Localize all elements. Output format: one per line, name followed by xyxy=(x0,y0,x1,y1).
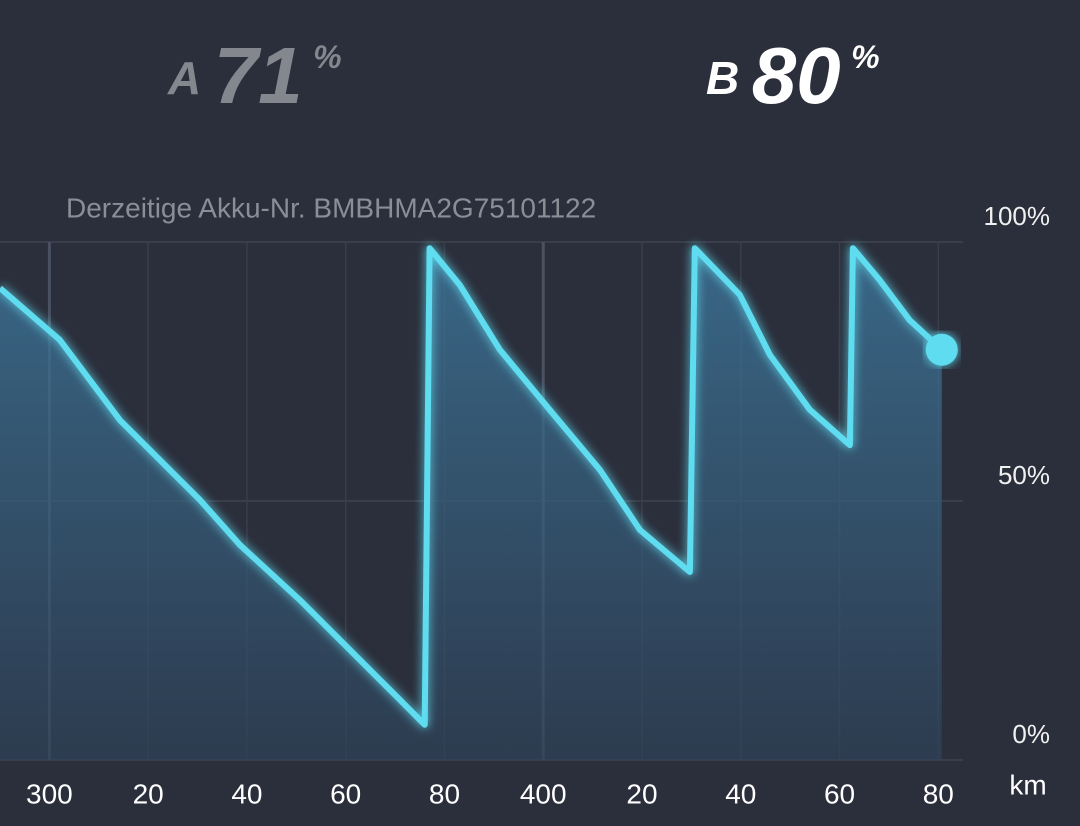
x-tick-label: 60 xyxy=(824,778,855,809)
battery-b-label: B xyxy=(706,52,739,104)
x-tick-label: 20 xyxy=(133,778,164,809)
battery-a-value: 71 xyxy=(214,31,303,120)
battery-b-value: 80 xyxy=(752,31,841,120)
battery-a-label: A xyxy=(167,52,201,104)
current-point xyxy=(925,333,958,366)
y-tick-label: 50% xyxy=(998,460,1050,490)
line xyxy=(0,245,944,728)
x-tick-label: 60 xyxy=(330,778,361,809)
x-tick-label: 40 xyxy=(231,778,262,809)
x-tick-label: 300 xyxy=(26,778,73,809)
battery-b-unit: % xyxy=(851,39,879,75)
battery-a: A 71 % xyxy=(167,31,342,120)
y-tick-label: 0% xyxy=(1012,719,1050,749)
x-tick-label: 80 xyxy=(923,778,954,809)
y-tick-label: 100% xyxy=(984,201,1051,231)
x-tick-label: 40 xyxy=(725,778,756,809)
x-tick-label: 80 xyxy=(429,778,460,809)
battery-b: B 80 % xyxy=(706,31,880,120)
subtitle: Derzeitige Akku-Nr. BMBHMA2G75101122 xyxy=(66,192,596,223)
x-tick-label: 20 xyxy=(626,778,657,809)
x-tick-label: 400 xyxy=(520,778,567,809)
x-axis-label: km xyxy=(1009,769,1046,800)
area xyxy=(0,248,942,760)
battery-a-unit: % xyxy=(313,39,341,75)
